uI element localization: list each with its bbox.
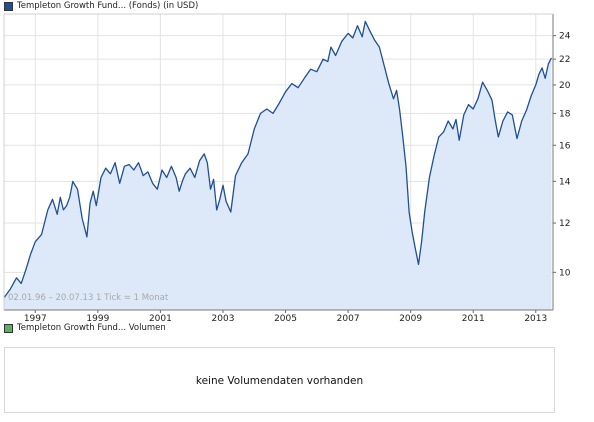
x-tick-label: 1999: [86, 314, 109, 324]
volume-legend: Templeton Growth Fund... Volumen: [4, 322, 166, 334]
chart-area-layer: [3, 20, 552, 311]
x-tick-label: 2009: [399, 314, 422, 324]
y-tick-label: 20: [559, 81, 571, 91]
price-legend-swatch: [4, 1, 13, 11]
x-tick-label: 2007: [337, 314, 360, 324]
volume-legend-swatch: [4, 323, 13, 333]
y-tick-label: 18: [559, 109, 571, 119]
chart-axes: 10 12 14 16 18 20 22 24 1997 1999 2001 2003 2005 2007…: [3, 13, 571, 324]
x-tick-label: 2001: [149, 314, 172, 324]
x-tick-label: 2005: [274, 314, 297, 324]
series-area-fill: [4, 21, 552, 311]
price-legend-label: Templeton Growth Fund... (Fonds) (in USD…: [17, 1, 199, 11]
y-tick-label: 10: [559, 268, 571, 278]
y-tick-label: 22: [559, 55, 570, 65]
volume-legend-label: Templeton Growth Fund... Volumen: [17, 323, 166, 333]
x-tick-label: 2003: [212, 314, 235, 324]
series-line: [3, 20, 552, 299]
x-tick-label: 1997: [24, 314, 47, 324]
date-range-annotation: 02.01.96 – 20.07.13 1 Tick = 1 Monat: [8, 293, 169, 303]
y-tick-label: 24: [559, 32, 571, 42]
volume-empty-message: keine Volumendaten vorhanden: [195, 375, 364, 387]
x-tick-label: 2011: [462, 314, 485, 324]
volume-panel: keine Volumendaten vorhanden: [4, 347, 555, 413]
price-legend: Templeton Growth Fund... (Fonds) (in USD…: [4, 0, 198, 12]
y-tick-label: 12: [559, 219, 570, 229]
y-tick-label: 16: [559, 141, 571, 151]
x-tick-label: 2013: [524, 314, 547, 324]
price-chart: 10 12 14 16 18 20 22 24 1997 1999 2001 2003 2005 2007…: [3, 13, 571, 324]
y-tick-label: 14: [559, 177, 571, 187]
